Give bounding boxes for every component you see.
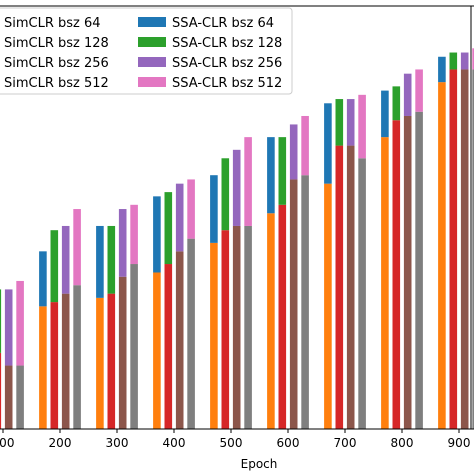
bar-ssa-clr-bsz-256-epoch-900 — [460, 52, 469, 70]
legend-label: SSA-CLR bsz 512 — [172, 76, 282, 91]
bar-ssa-clr-bsz-512-epoch-700 — [358, 94, 366, 159]
bar-simclr-bsz-64-epoch-300 — [96, 297, 104, 429]
bar-simclr-bsz-512-epoch-800 — [415, 111, 423, 429]
bar-simclr-bsz-256-epoch-600 — [289, 179, 298, 429]
bar-simclr-bsz-512-epoch-200 — [73, 285, 81, 429]
bar-simclr-bsz-256-epoch-500 — [232, 225, 241, 429]
bar-ssa-clr-bsz-64-epoch-500 — [210, 175, 218, 243]
bar-simclr-bsz-64-epoch-500 — [210, 242, 218, 429]
bar-ssa-clr-bsz-128-epoch-700 — [335, 99, 344, 146]
legend-swatch — [138, 57, 166, 67]
bar-ssa-clr-bsz-512-epoch-300 — [130, 204, 138, 265]
bar-simclr-bsz-128-epoch-800 — [392, 120, 401, 430]
bar-ssa-clr-bsz-512-epoch-500 — [244, 137, 252, 226]
x-ticks-group: 100 200 300 400 500 600 700 800 900 — [0, 429, 470, 450]
bar-simclr-bsz-64-epoch-700 — [324, 183, 332, 429]
bar-ssa-clr-bsz-128-epoch-600 — [278, 137, 287, 205]
legend-swatch — [138, 37, 166, 47]
bar-simclr-bsz-64-epoch-800 — [381, 137, 389, 429]
bar-ssa-clr-bsz-64-epoch-200 — [39, 251, 47, 307]
bar-ssa-clr-bsz-512-epoch-100 — [16, 280, 24, 366]
legend-swatch — [138, 77, 166, 87]
bar-simclr-bsz-64-epoch-900 — [438, 82, 446, 429]
bar-simclr-bsz-512-epoch-400 — [187, 238, 195, 429]
bar-simclr-bsz-512-epoch-500 — [244, 225, 252, 429]
x-tick-label: 700 — [334, 436, 357, 450]
bar-ssa-clr-bsz-512-epoch-400 — [187, 179, 195, 239]
legend-label: SSA-CLR bsz 256 — [172, 56, 282, 71]
bar-simclr-bsz-64-epoch-400 — [153, 272, 161, 429]
bar-simclr-bsz-512-epoch-600 — [301, 175, 309, 429]
bar-ssa-clr-bsz-64-epoch-600 — [267, 137, 275, 214]
legend-label: SSA-CLR bsz 64 — [172, 16, 274, 31]
bar-simclr-bsz-512-epoch-300 — [130, 264, 138, 429]
bar-simclr-bsz-512-epoch-100 — [16, 365, 24, 429]
x-tick-label: 200 — [49, 436, 72, 450]
bar-ssa-clr-bsz-256-epoch-700 — [346, 99, 355, 146]
bar-ssa-clr-bsz-64-epoch-300 — [96, 225, 104, 298]
x-tick-label: 300 — [106, 436, 129, 450]
legend-label: SimCLR bsz 512 — [4, 76, 109, 91]
bar-ssa-clr-bsz-256-epoch-400 — [175, 183, 184, 252]
x-tick-label: 500 — [220, 436, 243, 450]
bar-ssa-clr-bsz-128-epoch-400 — [164, 192, 173, 265]
bar-ssa-clr-bsz-128-epoch-200 — [50, 230, 59, 303]
legend-label: SimCLR bsz 64 — [4, 16, 101, 31]
bar-ssa-clr-bsz-512-epoch-800 — [415, 69, 423, 112]
bar-simclr-bsz-512-epoch-700 — [358, 158, 366, 429]
bar-ssa-clr-bsz-128-epoch-900 — [449, 52, 458, 70]
bar-ssa-clr-bsz-64-epoch-900 — [438, 56, 446, 83]
legend-label: SSA-CLR bsz 128 — [172, 36, 282, 51]
legend: SimCLR bsz 64 SimCLR bsz 128 SimCLR bsz 25… — [0, 7, 293, 95]
bar-ssa-clr-bsz-256-epoch-800 — [403, 73, 412, 116]
bar-simclr-bsz-256-epoch-100 — [4, 365, 13, 429]
bar-simclr-bsz-128-epoch-100 — [0, 352, 2, 429]
bar-simclr-bsz-128-epoch-900 — [449, 69, 458, 429]
legend-label: SimCLR bsz 256 — [4, 56, 109, 71]
x-tick-label: 100 — [0, 436, 14, 450]
bars-group — [0, 48, 474, 430]
bar-ssa-clr-bsz-512-epoch-900 — [472, 48, 474, 70]
bar-ssa-clr-bsz-128-epoch-800 — [392, 86, 401, 121]
bar-simclr-bsz-64-epoch-200 — [39, 306, 47, 429]
bar-simclr-bsz-256-epoch-700 — [346, 145, 355, 429]
bar-ssa-clr-bsz-256-epoch-500 — [232, 149, 241, 226]
x-tick-label: 400 — [163, 436, 186, 450]
bar-ssa-clr-bsz-64-epoch-800 — [381, 90, 389, 138]
bar-simclr-bsz-128-epoch-700 — [335, 145, 344, 429]
bar-ssa-clr-bsz-256-epoch-600 — [289, 124, 298, 180]
bar-ssa-clr-bsz-64-epoch-700 — [324, 103, 332, 184]
bar-simclr-bsz-256-epoch-400 — [175, 251, 184, 429]
bar-ssa-clr-bsz-256-epoch-200 — [61, 225, 70, 294]
bar-simclr-bsz-256-epoch-300 — [118, 276, 127, 429]
x-tick-label: 900 — [448, 436, 471, 450]
x-axis-label: Epoch — [241, 457, 278, 471]
bar-simclr-bsz-256-epoch-800 — [403, 115, 412, 429]
bar-simclr-bsz-128-epoch-200 — [50, 302, 59, 429]
bar-ssa-clr-bsz-128-epoch-100 — [0, 289, 2, 353]
bar-simclr-bsz-128-epoch-500 — [221, 230, 230, 429]
legend-frame — [0, 7, 293, 95]
bar-ssa-clr-bsz-64-epoch-400 — [153, 196, 161, 273]
bar-simclr-bsz-128-epoch-600 — [278, 204, 287, 429]
legend-label: SimCLR bsz 128 — [4, 36, 109, 51]
bar-simclr-bsz-256-epoch-200 — [61, 293, 70, 429]
bar-ssa-clr-bsz-128-epoch-300 — [107, 225, 116, 294]
bar-simclr-bsz-128-epoch-300 — [107, 293, 116, 429]
x-tick-label: 800 — [391, 436, 414, 450]
bar-simclr-bsz-64-epoch-600 — [267, 213, 275, 429]
legend-swatch — [138, 17, 166, 27]
bar-simclr-bsz-128-epoch-400 — [164, 264, 173, 429]
bar-ssa-clr-bsz-128-epoch-500 — [221, 158, 230, 231]
bar-simclr-bsz-256-epoch-900 — [460, 69, 469, 429]
bar-ssa-clr-bsz-512-epoch-600 — [301, 115, 309, 176]
bar-ssa-clr-bsz-256-epoch-300 — [118, 209, 127, 277]
bar-ssa-clr-bsz-256-epoch-100 — [4, 289, 13, 366]
bar-ssa-clr-bsz-512-epoch-200 — [73, 209, 81, 286]
bar-simclr-bsz-512-epoch-900 — [472, 69, 474, 429]
x-tick-label: 600 — [277, 436, 300, 450]
